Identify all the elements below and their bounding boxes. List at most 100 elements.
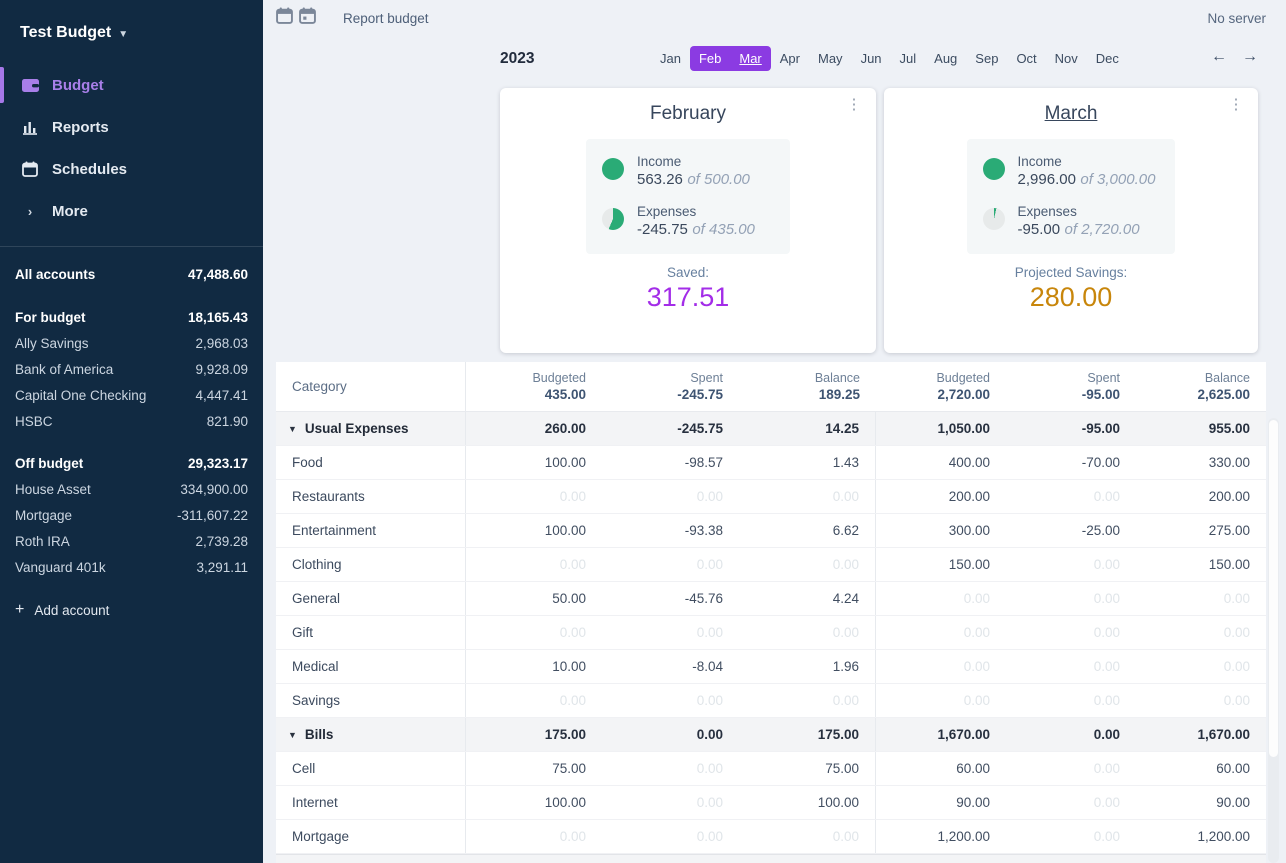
balance-cell[interactable]: 1.43 [739,446,876,479]
spent-cell[interactable]: 0.00 [1093,625,1120,640]
spent-cell[interactable]: -70.00 [1081,455,1120,470]
category-name[interactable]: General [276,582,466,615]
month-jul[interactable]: Jul [899,51,917,66]
spent-cell[interactable]: -93.38 [684,523,723,538]
budget-type-label[interactable]: Report budget [343,10,429,26]
balance-cell[interactable]: 1,200.00 [1197,829,1250,844]
account-row[interactable]: Capital One Checking 4,447.41 [0,382,263,408]
balance-cell[interactable]: 0.00 [1223,625,1250,640]
balance-cell[interactable]: 0.00 [739,820,876,853]
month-jun[interactable]: Jun [860,51,882,66]
budgeted-cell[interactable]: 0.00 [963,591,990,606]
budgeted-cell[interactable]: 100.00 [544,455,586,470]
account-row[interactable]: HSBC 821.90 [0,408,263,434]
balance-cell[interactable]: 60.00 [1216,761,1250,776]
spent-cell[interactable]: 0.00 [1093,829,1120,844]
category-name[interactable]: Restaurants [276,480,466,513]
account-row[interactable]: Vanguard 401k 3,291.11 [0,554,263,580]
spent-cell[interactable]: 0.00 [696,761,723,776]
month-may[interactable]: May [818,51,843,66]
account-group-header[interactable]: Off budget 29,323.17 [0,450,263,476]
month-dec[interactable]: Dec [1095,51,1119,66]
budgeted-cell[interactable]: 300.00 [948,523,990,538]
account-row[interactable]: Mortgage -311,607.22 [0,502,263,528]
budgeted-cell[interactable]: 400.00 [948,455,990,470]
spent-cell[interactable]: 0.00 [696,557,723,572]
account-row[interactable]: Bank of America 9,928.09 [0,356,263,382]
sidebar-item-reports[interactable]: Reports [0,106,263,148]
card-menu-kebab-icon[interactable]: ⋮ [846,96,862,113]
spent-cell[interactable]: 0.00 [696,693,723,708]
spent-cell[interactable]: 0.00 [696,795,723,810]
budgeted-cell[interactable]: 90.00 [956,795,990,810]
budgeted-cell[interactable]: 100.00 [544,523,586,538]
month-oct[interactable]: Oct [1016,51,1037,66]
category-name[interactable]: Internet [276,786,466,819]
budgeted-cell[interactable]: 10.00 [552,659,586,674]
table-scrollbar-thumb[interactable] [1269,420,1278,757]
card-menu-kebab-icon[interactable]: ⋮ [1228,96,1244,113]
budgeted-cell[interactable]: 50.00 [552,591,586,606]
spent-cell[interactable]: -98.57 [684,455,723,470]
balance-cell[interactable]: 150.00 [1208,557,1250,572]
balance-cell[interactable]: 4.24 [739,582,876,615]
spent-cell[interactable]: 0.00 [1093,693,1120,708]
budgeted-cell[interactable]: 0.00 [559,625,586,640]
balance-cell[interactable]: 75.00 [739,752,876,785]
sidebar-item-schedules[interactable]: Schedules [0,148,263,190]
category-name[interactable]: Mortgage [276,820,466,853]
category-name[interactable]: Savings [276,684,466,717]
server-status[interactable]: No server [1207,10,1266,26]
balance-cell[interactable]: 330.00 [1208,455,1250,470]
category-name[interactable]: ▼ Bills [276,718,466,751]
budgeted-cell[interactable]: 0.00 [559,693,586,708]
budgeted-cell[interactable]: 75.00 [552,761,586,776]
balance-cell[interactable]: 200.00 [1208,489,1250,504]
spent-cell[interactable]: -8.04 [692,659,723,674]
sidebar-item-more[interactable]: › More [0,190,263,232]
category-name[interactable]: Cell [276,752,466,785]
collapse-triangle-icon[interactable]: ▼ [288,423,297,434]
account-group-header[interactable]: For budget 18,165.43 [0,304,263,330]
budgeted-cell[interactable]: 1,200.00 [937,829,990,844]
spent-cell[interactable]: 0.00 [1093,591,1120,606]
spent-cell[interactable]: 0.00 [696,727,723,742]
balance-cell[interactable]: 1,670.00 [1197,727,1250,742]
spent-cell[interactable]: 0.00 [696,489,723,504]
month-apr[interactable]: Apr [779,51,800,66]
category-name[interactable]: Gift [276,616,466,649]
budgeted-cell[interactable]: 200.00 [948,489,990,504]
account-row[interactable]: House Asset 334,900.00 [0,476,263,502]
month-jan[interactable]: Jan [660,51,681,66]
one-month-calendar-icon[interactable] [276,7,293,29]
budgeted-cell[interactable]: 0.00 [559,489,586,504]
multi-month-calendar-icon[interactable] [299,7,316,29]
month-feb[interactable]: Feb [689,46,731,71]
budgeted-cell[interactable]: 0.00 [963,625,990,640]
balance-cell[interactable]: 275.00 [1208,523,1250,538]
balance-cell[interactable]: 0.00 [739,616,876,649]
budget-file-menu[interactable]: Test Budget ▼ [0,0,263,48]
card-month-title[interactable]: February [649,103,727,124]
spent-cell[interactable]: 0.00 [1093,795,1120,810]
month-nov[interactable]: Nov [1054,51,1078,66]
spent-cell[interactable]: 0.00 [1093,659,1120,674]
balance-cell[interactable]: 0.00 [1223,693,1250,708]
spent-cell[interactable]: -95.00 [1081,421,1120,436]
prev-month-arrow-icon[interactable]: ← [1211,48,1227,65]
balance-cell[interactable]: 0.00 [739,548,876,581]
account-row[interactable]: Ally Savings 2,968.03 [0,330,263,356]
spent-cell[interactable]: 0.00 [1093,761,1120,776]
card-month-title[interactable]: March [1044,103,1098,124]
month-aug[interactable]: Aug [934,51,958,66]
budgeted-cell[interactable]: 60.00 [956,761,990,776]
category-name[interactable]: Medical [276,650,466,683]
sidebar-item-budget[interactable]: Budget [0,64,263,106]
spent-cell[interactable]: -45.76 [684,591,723,606]
balance-cell[interactable]: 0.00 [739,480,876,513]
month-sep[interactable]: Sep [975,51,999,66]
spent-cell[interactable]: -245.75 [677,421,723,436]
balance-cell[interactable]: 6.62 [739,514,876,547]
budgeted-cell[interactable]: 0.00 [559,557,586,572]
collapse-triangle-icon[interactable]: ▼ [288,729,297,740]
